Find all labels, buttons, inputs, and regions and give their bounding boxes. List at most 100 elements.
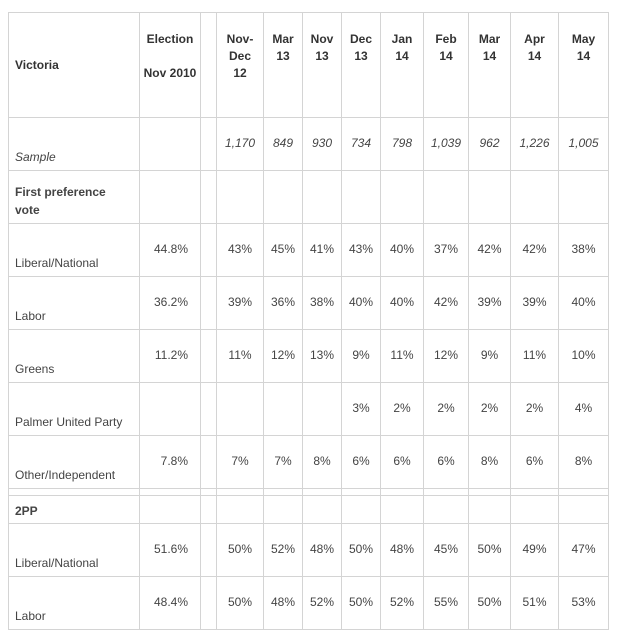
poll-value: 37%	[423, 223, 469, 277]
empty-cell	[558, 495, 609, 524]
empty-cell	[216, 488, 264, 496]
poll-value: 38%	[558, 223, 609, 277]
gap-cell	[200, 117, 217, 171]
gap-cell	[200, 576, 217, 630]
poll-value: 9%	[468, 329, 511, 383]
election-header: Election Nov 2010	[139, 12, 201, 118]
poll-value: 10%	[558, 329, 609, 383]
empty-cell	[139, 488, 201, 496]
poll-value: 45%	[423, 523, 469, 577]
poll-value: 50%	[341, 576, 381, 630]
empty-cell	[468, 495, 511, 524]
poll-value: 43%	[341, 223, 381, 277]
empty-cell	[510, 170, 559, 224]
poll-value: 55%	[423, 576, 469, 630]
party-label: Other/Independent	[8, 435, 140, 489]
table-row: Labor 48.4% 50% 48% 52% 50% 52% 55% 50% 51% 53%	[8, 576, 609, 630]
poll-column-header: Mar 13	[263, 12, 303, 118]
two-party-section-label: 2PP	[8, 495, 140, 524]
poll-value: 52%	[263, 523, 303, 577]
poll-value: 50%	[341, 523, 381, 577]
empty-cell	[510, 495, 559, 524]
table-row: Greens 11.2% 11% 12% 13% 9% 11% 12% 9% 11% 10%	[8, 329, 609, 383]
empty-cell	[423, 170, 469, 224]
empty-cell	[139, 170, 201, 224]
party-label: Palmer United Party	[8, 382, 140, 436]
sample-value: 962	[468, 117, 511, 171]
election-value: 51.6%	[139, 523, 201, 577]
empty-cell	[468, 170, 511, 224]
poll-value: 6%	[423, 435, 469, 489]
gap-cell	[200, 495, 217, 524]
poll-value: 3%	[341, 382, 381, 436]
empty-cell	[558, 170, 609, 224]
poll-value: 41%	[302, 223, 342, 277]
first-preference-section-label: First preference vote	[8, 170, 140, 224]
two-party-section: 2PP	[8, 495, 609, 524]
empty-cell	[558, 488, 609, 496]
party-label: Greens	[8, 329, 140, 383]
empty-cell	[341, 495, 381, 524]
poll-value: 50%	[468, 523, 511, 577]
poll-value: 43%	[216, 223, 264, 277]
poll-column-header: Mar 14	[468, 12, 511, 118]
poll-value	[216, 382, 264, 436]
gap-cell	[200, 435, 217, 489]
poll-value: 48%	[302, 523, 342, 577]
sample-value: 734	[341, 117, 381, 171]
election-value: 44.8%	[139, 223, 201, 277]
poll-value: 50%	[216, 523, 264, 577]
poll-value: 2%	[380, 382, 424, 436]
poll-value: 11%	[380, 329, 424, 383]
poll-value: 4%	[558, 382, 609, 436]
poll-column-header: Feb 14	[423, 12, 469, 118]
poll-column-header: Nov- Dec 12	[216, 12, 264, 118]
poll-value: 52%	[302, 576, 342, 630]
table-row: Liberal/National 51.6% 50% 52% 48% 50% 48% 45% 5…	[8, 523, 609, 577]
poll-value	[263, 382, 303, 436]
poll-value: 8%	[468, 435, 511, 489]
empty-cell	[380, 495, 424, 524]
poll-value: 6%	[341, 435, 381, 489]
table-row: Labor 36.2% 39% 36% 38% 40% 40% 42% 39% 39% 40%	[8, 276, 609, 330]
poll-value: 7%	[216, 435, 264, 489]
poll-value: 12%	[423, 329, 469, 383]
empty-cell	[263, 170, 303, 224]
empty-cell	[468, 488, 511, 496]
first-preference-section: First preference vote	[8, 170, 609, 224]
empty-cell	[263, 495, 303, 524]
empty-cell	[216, 170, 264, 224]
polling-table: Victoria Election Nov 2010 Nov- Dec 12 Mar 13 No…	[8, 12, 609, 630]
poll-value: 39%	[468, 276, 511, 330]
poll-column-header: Jan 14	[380, 12, 424, 118]
sample-value: 1,005	[558, 117, 609, 171]
empty-cell	[380, 170, 424, 224]
empty-cell	[423, 488, 469, 496]
gap-cell	[200, 276, 217, 330]
poll-value: 47%	[558, 523, 609, 577]
poll-column-header: May 14	[558, 12, 609, 118]
sample-label: Sample	[8, 117, 140, 171]
election-value: 11.2%	[139, 329, 201, 383]
table-row: Liberal/National 44.8% 43% 45% 41% 43% 40% 37% 4…	[8, 223, 609, 277]
poll-value: 11%	[216, 329, 264, 383]
party-label: Liberal/National	[8, 223, 140, 277]
table-row: Other/Independent 7.8% 7% 7% 8% 6% 6% 6% 8% 6% 8%	[8, 435, 609, 489]
table-row: Palmer United Party 3% 2% 2% 2% 2% 4%	[8, 382, 609, 436]
poll-value: 40%	[558, 276, 609, 330]
poll-value: 40%	[380, 223, 424, 277]
gap-cell	[200, 523, 217, 577]
poll-column-header: Dec 13	[341, 12, 381, 118]
empty-cell	[302, 495, 342, 524]
poll-value	[302, 382, 342, 436]
empty-cell	[510, 488, 559, 496]
poll-value: 42%	[468, 223, 511, 277]
poll-value: 8%	[558, 435, 609, 489]
poll-value: 2%	[468, 382, 511, 436]
election-value: 48.4%	[139, 576, 201, 630]
election-value: 36.2%	[139, 276, 201, 330]
party-label: Labor	[8, 276, 140, 330]
election-value: 7.8%	[139, 435, 201, 489]
gap-cell	[200, 382, 217, 436]
sample-value: 1,039	[423, 117, 469, 171]
